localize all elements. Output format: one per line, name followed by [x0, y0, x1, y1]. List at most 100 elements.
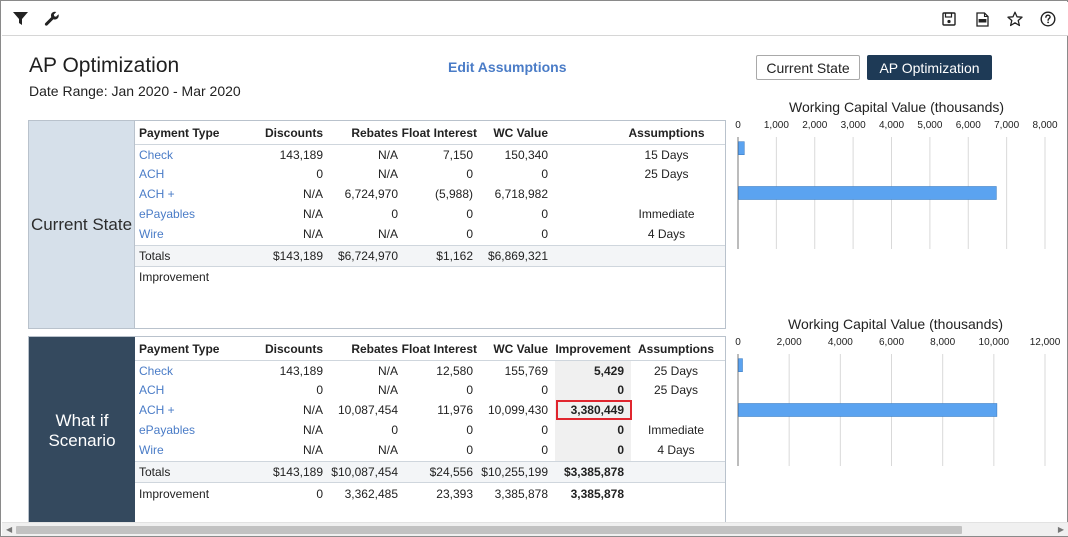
scrollbar-thumb[interactable]	[16, 526, 962, 534]
what-if-panel: What if Scenario Payment Type Discounts …	[28, 336, 726, 524]
scroll-right-icon[interactable]: ▶	[1057, 525, 1064, 534]
tick-label: 8,000	[1032, 120, 1057, 131]
cell-rebates: N/A	[377, 227, 398, 241]
cell-float-interest: 7,150	[442, 148, 473, 162]
totals-divider-top	[135, 461, 725, 462]
improvement-rebates: 3,362,485	[344, 487, 398, 501]
cell-rebates: N/A	[377, 167, 398, 181]
col-header-discounts: Discounts	[264, 126, 323, 140]
cell-rebates: N/A	[377, 443, 398, 457]
payment-type-link-ach-plus[interactable]: ACH +	[139, 403, 175, 417]
payment-type-link-ach[interactable]: ACH	[139, 167, 165, 181]
highlight-box	[556, 400, 632, 420]
what-if-label-line1: What if	[55, 410, 109, 430]
current-state-label: Current State	[29, 121, 135, 328]
date-range: Date Range: Jan 2020 - Mar 2020	[29, 83, 241, 99]
totals-divider-bottom	[135, 266, 725, 267]
col-header-payment-type: Payment Type	[139, 126, 220, 140]
bar-ach-	[738, 403, 998, 417]
col-header-rebates: Rebates	[351, 342, 398, 356]
cell-wc-value: 10,099,430	[487, 403, 548, 417]
toolbar	[2, 2, 1068, 36]
payment-type-link-wire[interactable]: Wire	[139, 227, 164, 241]
cell-discounts: 143,189	[279, 148, 323, 162]
total-float-interest: $1,162	[436, 249, 473, 263]
cell-assumptions: 25 Days	[653, 383, 699, 397]
tick-label: 2,000	[802, 120, 827, 131]
cell-rebates: 0	[391, 207, 398, 221]
payment-type-link-check[interactable]: Check	[139, 148, 174, 162]
cell-discounts: N/A	[302, 227, 323, 241]
payment-type-link-wire[interactable]: Wire	[139, 443, 164, 457]
cell-wc-value: 0	[541, 207, 548, 221]
cell-improvement-highlighted: 3,380,449	[570, 403, 624, 417]
tick-label: 1,000	[764, 120, 789, 131]
ap-optimization-button[interactable]: AP Optimization	[867, 55, 992, 80]
cell-float-interest: 0	[466, 207, 473, 221]
working-capital-chart-current: 0 1,000 2,000 3,000 4,000 5,000 6,000 7,000 8,00…	[735, 120, 1058, 249]
cell-discounts: 0	[316, 383, 323, 397]
help-icon[interactable]	[1039, 10, 1057, 28]
col-header-rebates: Rebates	[351, 126, 398, 140]
pdf-export-icon[interactable]	[973, 10, 991, 28]
totals-label: Totals	[139, 465, 171, 479]
cell-assumptions: 4 Days	[657, 443, 695, 457]
totals-label: Totals	[139, 249, 171, 263]
cell-discounts: 143,189	[279, 364, 323, 378]
tick-label: 10,000	[979, 337, 1010, 348]
improvement-float-interest: 23,393	[436, 487, 473, 501]
payment-type-link-epayables[interactable]: ePayables	[139, 423, 196, 437]
improvement-wc-value: 3,385,878	[494, 487, 548, 501]
cell-discounts: N/A	[302, 403, 323, 417]
tick-label: 5,000	[917, 120, 942, 131]
col-header-improvement: Improvement	[555, 342, 631, 356]
chart-title-what-if: Working Capital Value (thousands)	[788, 316, 1004, 332]
cell-wc-value: 155,769	[504, 364, 548, 378]
cell-wc-value: 0	[541, 227, 548, 241]
tick-label: 2,000	[777, 337, 802, 348]
cell-assumptions: Immediate	[647, 423, 705, 437]
cell-wc-value: 0	[541, 167, 548, 181]
payment-type-link-check[interactable]: Check	[139, 364, 174, 378]
save-icon[interactable]	[940, 10, 958, 28]
cell-wc-value: 0	[541, 423, 548, 437]
total-discounts: $143,189	[272, 249, 323, 263]
horizontal-scrollbar[interactable]: ◀ ▶	[2, 522, 1068, 536]
cell-float-interest: 0	[466, 383, 473, 397]
col-header-assumptions: Assumptions	[628, 126, 705, 140]
cell-assumptions: 4 Days	[647, 227, 686, 241]
working-capital-chart-what-if: 0 2,000 4,000 6,000 8,000 10,000 12,000	[735, 337, 1061, 466]
improvement-column-band	[555, 361, 631, 461]
header-divider	[135, 144, 725, 145]
tick-label: 0	[735, 120, 741, 131]
improvement-label: Improvement	[139, 270, 210, 284]
cell-wc-value: 0	[541, 443, 548, 457]
payment-type-link-epayables[interactable]: ePayables	[139, 207, 196, 221]
tick-label: 7,000	[994, 120, 1019, 131]
improvement-total: 3,385,878	[570, 487, 624, 501]
totals-divider-bottom	[135, 482, 725, 483]
total-wc-value: $6,869,321	[487, 249, 548, 263]
wrench-icon[interactable]	[43, 10, 61, 28]
totals-row	[135, 461, 725, 482]
edit-assumptions-link[interactable]: Edit Assumptions	[448, 59, 567, 75]
cell-rebates: N/A	[377, 364, 398, 378]
scroll-left-icon[interactable]: ◀	[6, 525, 13, 534]
cell-rebates: 10,087,454	[337, 403, 398, 417]
col-header-assumptions: Assumptions	[637, 342, 714, 356]
current-state-button[interactable]: Current State	[756, 55, 860, 80]
cell-wc-value: 0	[541, 383, 548, 397]
bar-check	[738, 358, 743, 373]
star-icon[interactable]	[1006, 10, 1024, 28]
total-discounts: $143,189	[272, 465, 323, 479]
cell-assumptions: Immediate	[638, 207, 695, 221]
payment-type-link-ach-plus[interactable]: ACH +	[139, 187, 175, 201]
payment-type-link-ach[interactable]: ACH	[139, 383, 165, 397]
current-state-panel: Current State Payment Type Discounts Reb…	[28, 120, 726, 329]
cell-improvement: 0	[617, 383, 624, 397]
bar-ach-	[738, 186, 997, 200]
cell-rebates: N/A	[377, 383, 398, 397]
filter-icon[interactable]	[11, 10, 29, 28]
cell-float-interest: (5,988)	[434, 187, 473, 201]
